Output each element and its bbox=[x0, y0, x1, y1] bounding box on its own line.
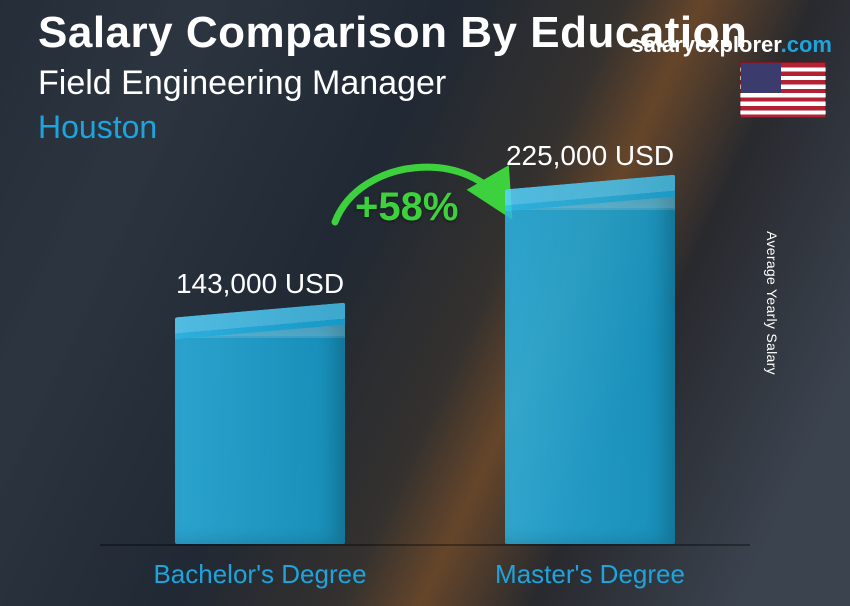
delta-badge: +58% bbox=[355, 185, 458, 230]
bar-1-value: 225,000 USD bbox=[470, 140, 710, 172]
bar-0-wrap bbox=[160, 322, 360, 544]
flag-canton bbox=[741, 63, 781, 93]
brand-logo: salaryexplorer.com bbox=[631, 32, 832, 58]
bar-1-wrap bbox=[490, 194, 690, 544]
y-axis-label: Average Yearly Salary bbox=[764, 231, 780, 375]
bar-0 bbox=[175, 322, 345, 544]
bar-0-value: 143,000 USD bbox=[140, 268, 380, 300]
salary-bar-chart: +58% 143,000 USD Bachelor's Degree 225,0… bbox=[120, 160, 730, 590]
flag-icon bbox=[740, 62, 826, 118]
bar-1 bbox=[505, 194, 675, 544]
brand-part2: .com bbox=[781, 32, 832, 57]
chart-baseline bbox=[100, 544, 750, 546]
job-title: Field Engineering Manager bbox=[38, 64, 747, 103]
header: Salary Comparison By Education Field Eng… bbox=[38, 8, 747, 146]
bar-0-category: Bachelor's Degree bbox=[130, 559, 390, 590]
infographic-stage: Salary Comparison By Education Field Eng… bbox=[0, 0, 850, 606]
brand-part1: salaryexplorer bbox=[631, 32, 780, 57]
bar-1-category: Master's Degree bbox=[460, 559, 720, 590]
